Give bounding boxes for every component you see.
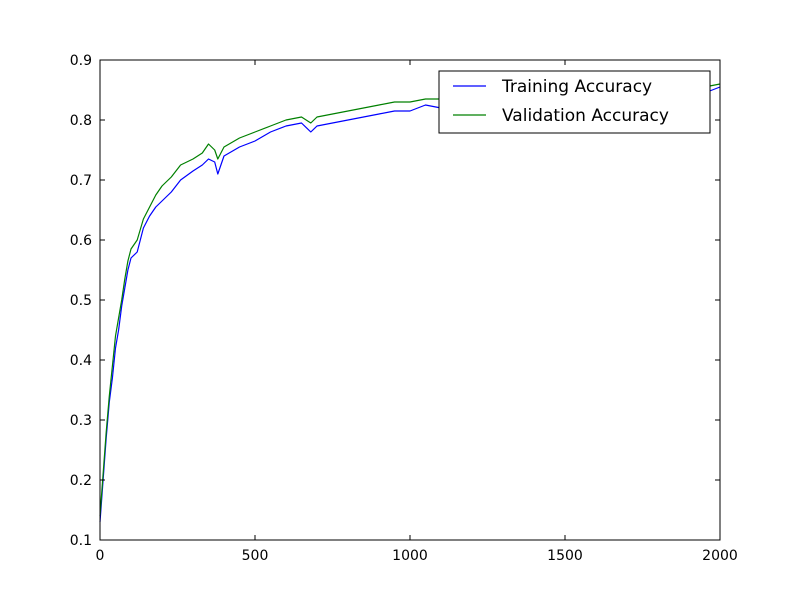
x-tick-label: 1500 — [547, 548, 583, 564]
legend: Training Accuracy Validation Accuracy — [438, 70, 711, 134]
y-tick-label: 0.2 — [70, 473, 92, 489]
tick-layer: 0 500 1000 1500 2000 0.1 0.2 0.3 0.4 0.5 0.6 0.7 0.8… — [70, 53, 738, 564]
x-tick-label: 2000 — [702, 548, 738, 564]
plot-area — [100, 60, 720, 540]
x-tick-label: 0 — [96, 548, 105, 564]
legend-label-validation: Validation Accuracy — [502, 106, 669, 126]
legend-box — [438, 70, 711, 134]
x-tick-label: 500 — [242, 548, 269, 564]
y-tick-label: 0.3 — [70, 413, 92, 429]
y-tick-label: 0.5 — [70, 293, 92, 309]
x-tick-label: 1000 — [392, 548, 428, 564]
y-tick-label: 0.1 — [70, 533, 92, 549]
y-tick-label: 0.4 — [70, 353, 92, 369]
y-tick-label: 0.8 — [70, 113, 92, 129]
legend-label-training: Training Accuracy — [501, 77, 652, 97]
y-tick-label: 0.6 — [70, 233, 92, 249]
y-tick-label: 0.9 — [70, 53, 92, 69]
y-tick-label: 0.7 — [70, 173, 92, 189]
